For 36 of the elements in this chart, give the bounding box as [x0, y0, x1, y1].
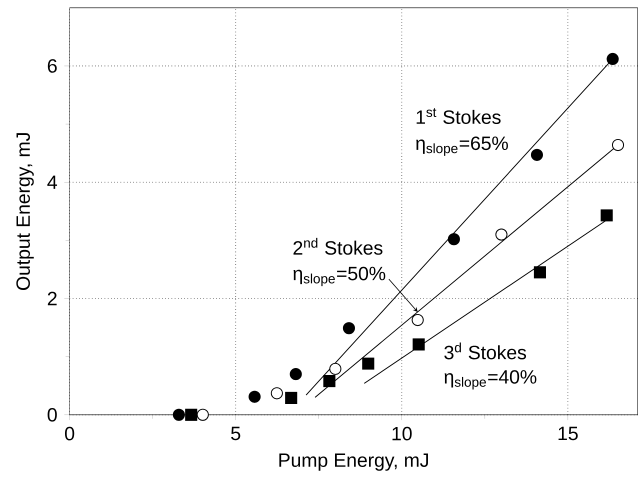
annotation: η$_{slope}$=50%	[294, 266, 386, 286]
point	[534, 266, 546, 278]
point	[270, 387, 283, 400]
annotation: 3$^{d}$ Stokes	[444, 342, 526, 360]
point	[612, 138, 624, 152]
point	[323, 375, 336, 388]
y-tick-label: 6	[48, 59, 57, 73]
x-axis-title: Pump Energy, mJ	[279, 454, 428, 471]
y-tick-label: 2	[48, 292, 57, 306]
point	[196, 408, 209, 421]
point	[530, 148, 543, 161]
point	[495, 228, 508, 241]
point	[248, 390, 261, 403]
annotation: 1$^{st}$ Stokes	[416, 108, 501, 124]
y-tick-label: 4	[47, 176, 58, 189]
point	[362, 358, 374, 370]
point	[342, 322, 355, 334]
point	[185, 408, 198, 421]
point	[412, 314, 424, 326]
annotation: η$_{slope}$=65%	[416, 136, 508, 156]
point	[412, 338, 425, 350]
point	[448, 233, 460, 246]
point	[172, 408, 185, 421]
x-tick-label: 5	[231, 426, 240, 440]
y-axis-title: Output Energy, mJ	[16, 133, 34, 290]
x-tick-label: 15	[558, 426, 578, 440]
annotation: 2$^{nd}$ Stokes	[294, 238, 382, 255]
annotation: η$_{slope}$=40%	[444, 370, 536, 390]
point	[329, 362, 342, 375]
x-tick-label: 10	[392, 426, 412, 440]
point	[600, 209, 613, 222]
y-tick-label: 0	[48, 408, 57, 422]
point	[290, 368, 302, 380]
point	[606, 52, 619, 66]
x-tick-label: 0	[64, 426, 74, 440]
point	[285, 392, 298, 404]
